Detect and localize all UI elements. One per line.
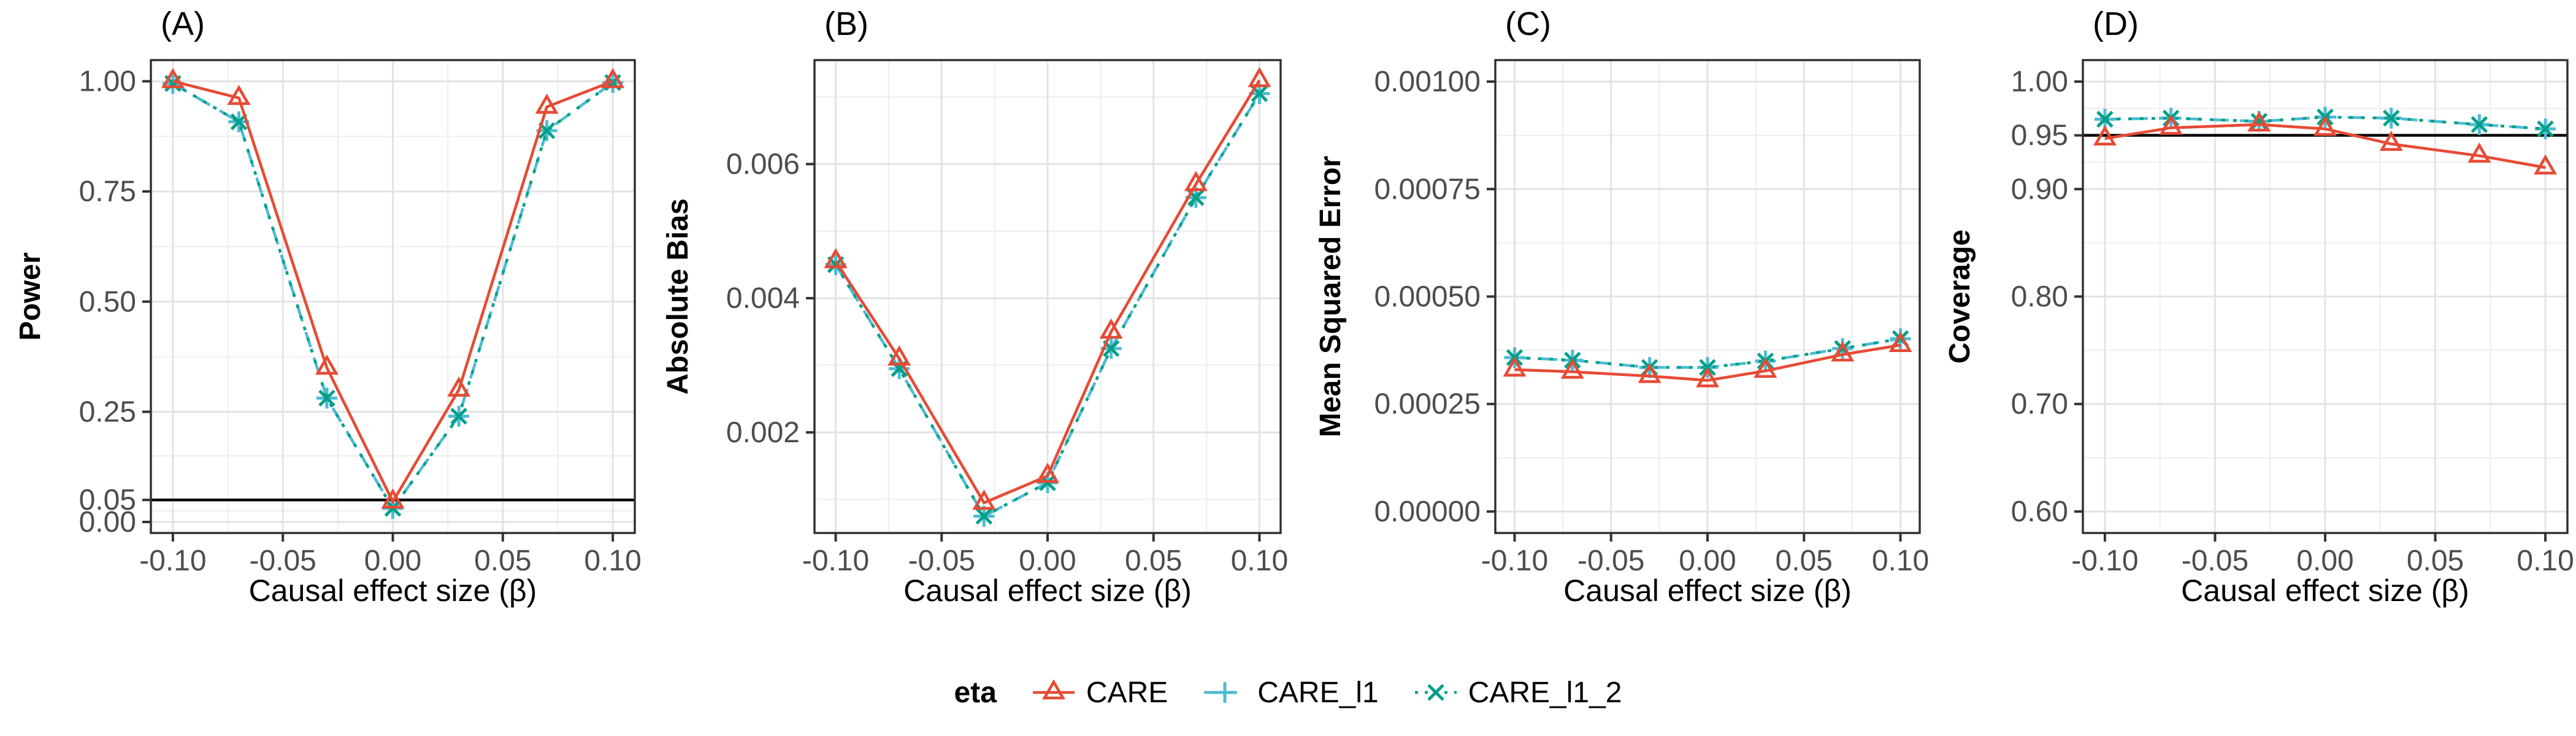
series-markers-CARE	[2093, 111, 2558, 175]
svg-text:0.00: 0.00	[1019, 545, 1076, 577]
svg-text:0.10: 0.10	[2517, 545, 2574, 577]
care-l1-2-x-line-icon	[1414, 684, 1457, 701]
panel-b-title: (B)	[824, 6, 868, 42]
legend-title: eta	[954, 676, 997, 709]
axes: -0.10 -0.05 0.00 0.05 0.10 0.002 0.004 0.006	[726, 148, 1288, 577]
svg-text:-0.05: -0.05	[249, 545, 316, 577]
series	[2093, 106, 2558, 175]
gridlines	[1495, 60, 1920, 533]
svg-text:0.75: 0.75	[79, 175, 136, 208]
panel-b-plot-area: -0.10 -0.05 0.00 0.05 0.10 0.002 0.004 0.006	[726, 59, 1288, 577]
axes: -0.10 -0.05 0.00 0.05 0.10 0.60 0.70 0.80 0.90 0.…	[2011, 66, 2574, 577]
panel-d-plot-area: -0.10 -0.05 0.00 0.05 0.10 0.60 0.70 0.80 0.90 0.…	[2011, 59, 2574, 577]
svg-text:-0.05: -0.05	[2182, 545, 2248, 577]
legend-label-care-l1-2: CARE_l1_2	[1468, 676, 1622, 709]
svg-text:0.00: 0.00	[2296, 545, 2353, 577]
svg-text:0.00: 0.00	[79, 506, 136, 539]
series	[1503, 328, 1912, 388]
svg-text:0.05: 0.05	[79, 484, 136, 516]
svg-text:-0.10: -0.10	[2071, 545, 2138, 577]
legend-item-care: CARE	[1031, 673, 1168, 712]
series-markers-CARE	[824, 67, 1271, 510]
svg-text:0.00: 0.00	[364, 545, 421, 577]
svg-text:0.05: 0.05	[1776, 545, 1833, 577]
series-markers-CARE	[1503, 332, 1912, 388]
svg-text:0.90: 0.90	[2011, 173, 2068, 205]
panel-d-x-axis-title: Causal effect size (β)	[2181, 573, 2469, 608]
series-line-CARE	[172, 80, 613, 505]
panel-c-y-axis-title: Mean Squared Error	[1314, 156, 1347, 437]
panel-c: -0.10 -0.05 0.00 0.05 0.10 0.00000 0.00025 0.00…	[1288, 0, 1932, 650]
panel-b-x-axis-title: Causal effect size (β)	[903, 573, 1192, 608]
svg-text:0.006: 0.006	[726, 148, 800, 181]
svg-text:0.10: 0.10	[1231, 545, 1288, 577]
legend: eta CARE CARE_l1 CARE_l1_2	[0, 665, 2576, 720]
gridlines	[815, 60, 1281, 533]
care-triangle-line-icon	[1032, 679, 1075, 700]
svg-text:0.00100: 0.00100	[1374, 66, 1481, 98]
svg-text:-0.05: -0.05	[908, 545, 975, 577]
legend-item-care-l1-2: CARE_l1_2	[1413, 673, 1622, 712]
svg-text:0.60: 0.60	[2011, 496, 2068, 528]
panel-a-x-axis-title: Causal effect size (β)	[248, 573, 537, 608]
panel-a-plot-area: -0.10 -0.05 0.00 0.05 0.100.000.050.250.500.…	[79, 59, 642, 577]
series-line-CARE	[2104, 123, 2546, 169]
svg-text:0.10: 0.10	[1872, 545, 1929, 577]
svg-text:-0.10: -0.10	[139, 545, 206, 577]
svg-text:1.00: 1.00	[2011, 66, 2068, 98]
svg-text:0.004: 0.004	[726, 282, 800, 315]
legend-item-care-l1: CARE_l1	[1202, 673, 1379, 712]
svg-text:-0.05: -0.05	[1577, 545, 1644, 577]
axes: -0.10 -0.05 0.00 0.05 0.100.000.050.250.500.…	[79, 65, 642, 577]
panel-a-title: (A)	[161, 6, 205, 42]
panel-c-title: (C)	[1505, 6, 1551, 42]
panel-a-y-axis-title: Power	[14, 252, 47, 341]
panel-d-y-axis-title: Coverage	[1944, 229, 1976, 364]
svg-text:1.00: 1.00	[79, 65, 136, 98]
panel-d-title: (D)	[2093, 6, 2139, 42]
panel-c-x-axis-title: Causal effect size (β)	[1563, 573, 1852, 608]
svg-text:0.05: 0.05	[1125, 545, 1182, 577]
care-l1-plus-line-icon	[1204, 682, 1246, 703]
svg-text:0.05: 0.05	[474, 545, 531, 577]
axes: -0.10 -0.05 0.00 0.05 0.10 0.00000 0.00025 0.00…	[1374, 66, 1929, 577]
svg-text:0.10: 0.10	[584, 545, 641, 577]
panel-d: -0.10 -0.05 0.00 0.05 0.10 0.60 0.70 0.80 0.90 0.…	[1932, 0, 2576, 650]
legend-label-care: CARE	[1086, 676, 1168, 709]
series	[824, 67, 1271, 527]
panel-b: -0.10 -0.05 0.00 0.05 0.10 0.002 0.004 0.006 (B…	[644, 0, 1288, 650]
series	[161, 67, 625, 519]
panel-a: -0.10 -0.05 0.00 0.05 0.10 0.00 0.05 0.25 0.50 0.…	[0, 0, 644, 650]
svg-text:-0.10: -0.10	[802, 545, 869, 577]
svg-text:0.50: 0.50	[79, 286, 136, 318]
svg-text:0.00025: 0.00025	[1374, 388, 1481, 421]
svg-text:0.00: 0.00	[1679, 545, 1736, 577]
panel-b-y-axis-title: Absolute Bias	[662, 198, 694, 395]
svg-text:0.80: 0.80	[2011, 281, 2068, 313]
legend-label-care-l1: CARE_l1	[1257, 676, 1379, 709]
svg-text:0.05: 0.05	[2407, 545, 2464, 577]
svg-text:0.95: 0.95	[2011, 120, 2068, 152]
svg-text:0.00000: 0.00000	[1374, 496, 1481, 528]
svg-text:0.00075: 0.00075	[1374, 173, 1481, 205]
panel-c-plot-area: -0.10 -0.05 0.00 0.05 0.10 0.00000 0.00025 0.00…	[1374, 59, 1929, 577]
svg-text:0.002: 0.002	[726, 416, 800, 449]
svg-text:0.00050: 0.00050	[1374, 281, 1481, 313]
series-line-CARE	[1514, 343, 1901, 382]
svg-text:-0.10: -0.10	[1481, 545, 1548, 577]
svg-text:0.70: 0.70	[2011, 388, 2068, 421]
series-line-CARE	[834, 79, 1261, 505]
svg-text:0.25: 0.25	[79, 396, 136, 428]
gridlines	[151, 60, 635, 533]
series-markers-CARE	[161, 67, 625, 509]
